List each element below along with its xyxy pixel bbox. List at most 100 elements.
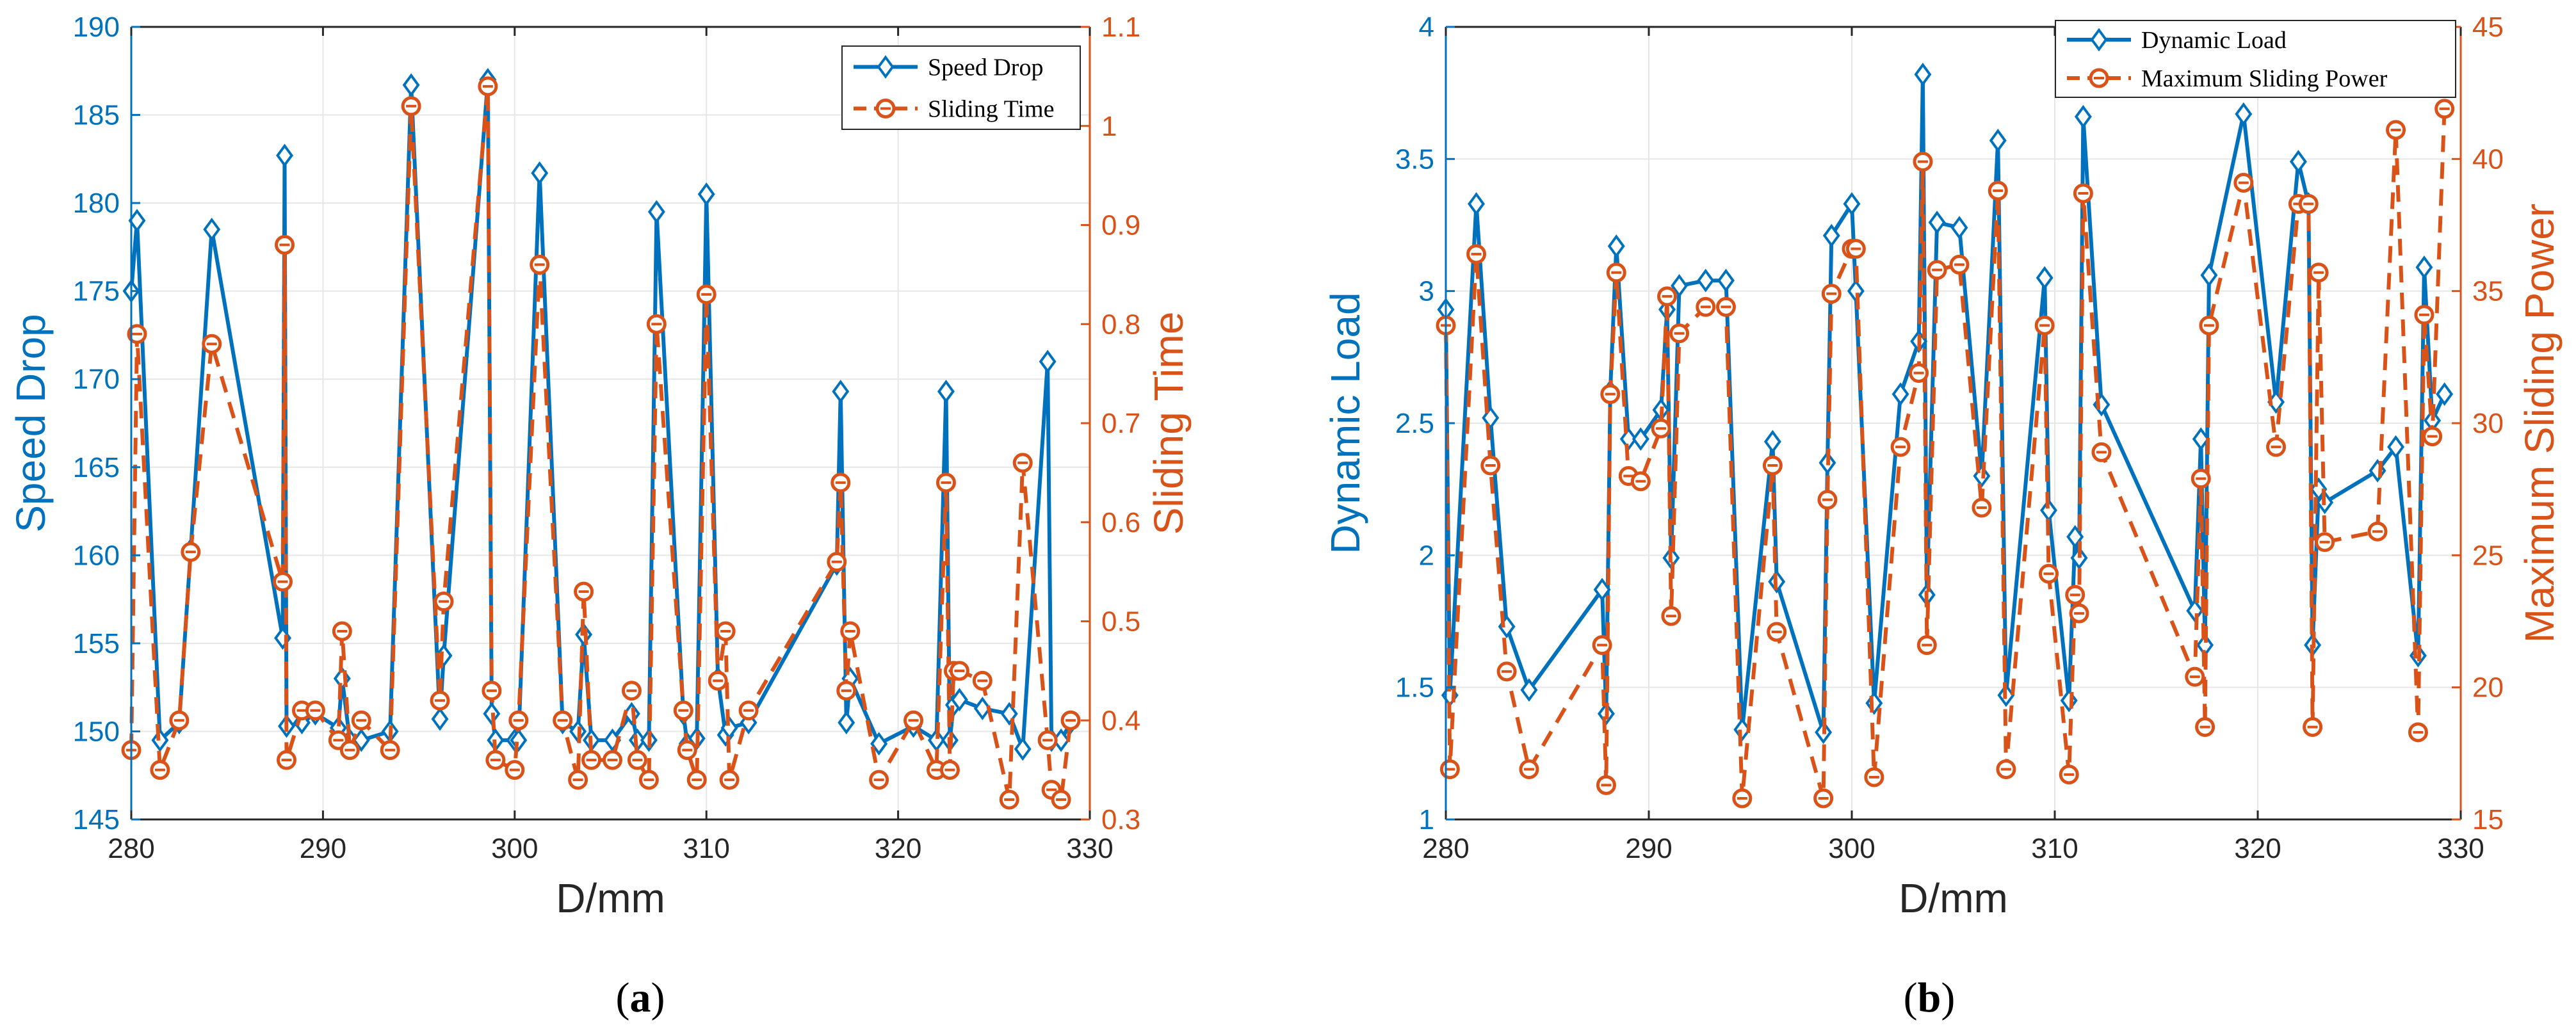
chart0-plot-area [131,27,1090,819]
chart0-diamond-point [937,380,955,403]
chart0-legend-diamond-marker [877,55,895,79]
chart1-diamond-point [2415,255,2433,279]
chart1-ytick-left-label: 1 [1419,804,1434,835]
chart1-diamond-point [2387,435,2405,459]
chart0-x-axis-label: D/mm [556,875,665,921]
chart1-legend-label-left: Dynamic Load [2141,27,2287,54]
chart0-xtick-label: 320 [875,833,921,864]
chart0-legend-label-left: Speed Drop [928,54,1043,81]
chart0-ytick-left-label: 185 [73,100,120,131]
chart1-ytick-left-label: 4 [1419,12,1434,43]
chart0-ytick-left-label: 145 [73,804,120,835]
chart1-diamond-point [2289,150,2307,173]
chart1-diamond-point [1717,268,1735,293]
caption-b-close: ) [1941,974,1955,1021]
chart1-diamond-point [2036,266,2054,290]
chart0-diamond-point [832,380,850,403]
chart1-legend-diamond-marker [2090,28,2108,52]
chart0-diamond-point [531,161,549,185]
caption-b-letter: b [1918,974,1941,1021]
panel-b-chart: 280 290 300 310 320 330 1 1.5 2 2.5 3 3.5 4 15 20 25 30 3… [1322,12,2563,921]
chart0-diamond-point [1039,350,1057,374]
chart1-x-axis-label: D/mm [1899,875,2008,921]
chart1-legend: Dynamic Load Maximum Sliding Power [2055,20,2456,98]
chart1-diamond-point [1632,427,1649,451]
chart0-ytick-left-label: 180 [73,188,120,219]
chart1-diamond-point [2070,546,2088,570]
chart0-xtick-label: 300 [491,833,538,864]
chart0-diamond-point [697,182,715,206]
chart0-series-right [121,76,1081,810]
chart1-xtick-label: 330 [2437,833,2484,864]
chart0-ytick-left-label: 155 [73,628,120,659]
chart0-diamond-point [276,143,294,168]
chart1-diamond-point [1822,223,1840,248]
chart0-ytick-right-label: 0.5 [1101,606,1140,638]
chart1-diamond-point [1697,268,1715,293]
chart1-ytick-left-label: 3 [1419,276,1434,307]
chart0-diamond-point [950,688,968,712]
chart0-left-y-axis-label: Speed Drop [8,314,54,533]
chart1-diamond-point [2200,263,2218,287]
chart0-ytick-left-label: 165 [73,452,120,483]
chart0-diamond-point [647,200,665,224]
chart1-ytick-right-label: 45 [2472,12,2504,43]
chart1-ytick-right-label: 35 [2472,276,2504,307]
chart1-diamond-point [2436,382,2454,406]
chart0-ytick-right-label: 0.7 [1101,408,1140,439]
panel-a-caption: (a) [616,974,665,1021]
chart1-diamond-point [1843,192,1861,216]
chart0-ytick-right-label: 0.3 [1101,804,1140,835]
chart0-legend: Speed Drop Sliding Time [841,45,1081,130]
chart1-ytick-right-label: 40 [2472,143,2504,175]
chart1-diamond-point [1763,430,1781,454]
chart1-xtick-label: 320 [2234,833,2281,864]
chart1-xtick-label: 280 [1422,833,1469,864]
chart0-xtick-label: 280 [108,833,154,864]
chart0-diamond-point [431,707,449,731]
chart0-right-y-axis-label: Sliding Time [1146,312,1192,535]
chart0-diamond-point [402,73,420,97]
chart1-diamond-point [2192,427,2210,451]
chart1-diamond-point [1950,216,1968,240]
chart1-ytick-left-label: 2.5 [1395,408,1434,439]
chart1-diamond-point [1928,210,1946,234]
chart1-diamond-point [1468,192,1486,216]
chart0-diamond-point [203,217,221,241]
chart1-diamond-point [1607,234,1625,258]
chart0-ytick-left-label: 160 [73,540,120,571]
chart1-diamond-point [1593,577,1611,602]
chart0-diamond-point [870,732,888,756]
chart1-xtick-label: 300 [1828,833,1875,864]
chart0-ytick-left-label: 170 [73,364,120,395]
panel-a-chart: 280 290 300 310 320 330 145 150 155 160 165 170 175 1… [8,12,1192,921]
chart0-diamond-point [838,711,855,735]
chart1-diamond-point [1520,678,1538,702]
chart1-series-right [1436,99,2455,809]
chart1-right-y-axis-label: Maximum Sliding Power [2516,204,2563,643]
chart0-ytick-left-label: 175 [73,276,120,307]
chart0-xtick-label: 330 [1066,833,1113,864]
chart1-diamond-point [1989,129,2007,152]
chart1-diamond-point [1891,382,1909,406]
chart0-ytick-right-label: 1 [1101,111,1117,142]
chart1-left-y-axis-label: Dynamic Load [1322,292,1368,554]
chart0-diamond-point [973,697,991,721]
chart1-legend-box [2055,20,2456,98]
chart0-ytick-right-label: 0.4 [1101,705,1140,736]
chart0-diamond-point [128,209,146,233]
chart1-ytick-right-label: 20 [2472,672,2504,704]
chart0-ytick-right-label: 0.9 [1101,210,1140,241]
chart0-ytick-right-label: 0.6 [1101,507,1140,538]
chart0-xtick-label: 310 [683,833,729,864]
chart1-xtick-label: 310 [2031,833,2078,864]
panel-b-caption: (b) [1904,974,1956,1021]
chart1-legend-label-right: Maximum Sliding Power [2141,65,2388,92]
chart1-ytick-right-label: 25 [2472,540,2504,571]
caption-a-letter: a [630,974,651,1021]
chart1-ytick-left-label: 3.5 [1395,143,1434,175]
chart0-legend-label-right: Sliding Time [928,96,1054,123]
chart1-diamond-point [2235,102,2253,126]
chart1-diamond-point [2074,104,2092,129]
